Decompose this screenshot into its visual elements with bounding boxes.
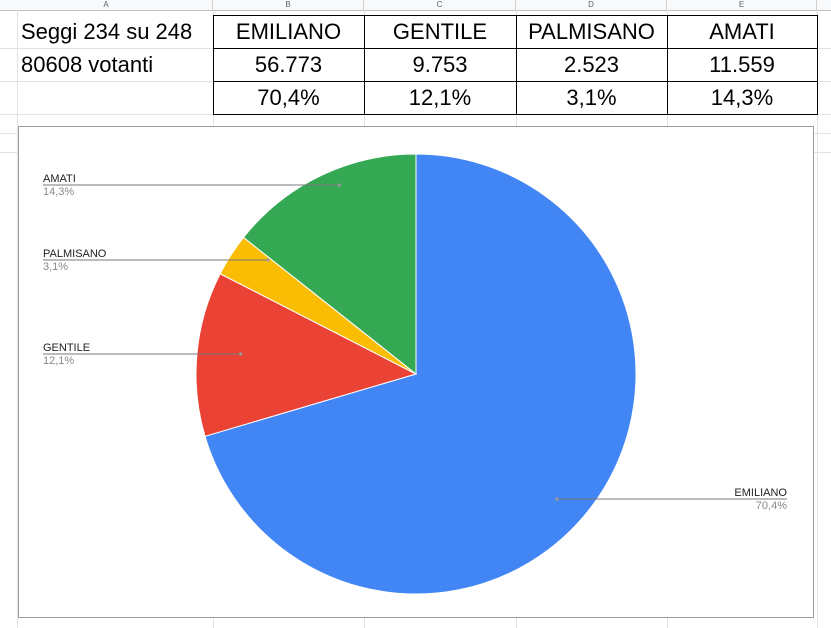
cell-c3[interactable]: 12,1%	[408, 85, 472, 110]
cell-d3[interactable]: 3,1%	[566, 85, 617, 110]
cell-e2[interactable]: 11.559	[709, 52, 775, 77]
column-header-a[interactable]: A	[0, 0, 213, 10]
column-header-b[interactable]: B	[213, 0, 364, 10]
cell-d1[interactable]: PALMISANO	[528, 19, 655, 44]
cell-e1[interactable]: AMATI	[709, 19, 775, 44]
cell-b3[interactable]: 70,4%	[257, 85, 320, 110]
cell-d2[interactable]: 2.523	[563, 52, 620, 77]
slice-label-emiliano: EMILIANO	[734, 487, 787, 499]
table-border	[213, 81, 818, 82]
leader-dot-palmisano	[266, 258, 270, 262]
cell-a1[interactable]: Seggi 234 su 248	[21, 19, 193, 44]
slice-percent-emiliano: 70,4%	[756, 500, 787, 512]
slice-percent-amati: 14,3%	[43, 186, 74, 198]
leader-dot-emiliano	[555, 497, 559, 501]
pie-slice-emiliano[interactable]	[204, 153, 637, 595]
slice-percent-gentile: 12,1%	[43, 355, 74, 367]
column-header-e[interactable]: E	[667, 0, 817, 10]
table-border	[213, 48, 818, 49]
slice-percent-palmisano: 3,1%	[43, 261, 68, 273]
table-border	[516, 15, 517, 115]
gridline	[817, 10, 818, 628]
column-header-c[interactable]: C	[364, 0, 516, 10]
cell-b2[interactable]: 56.773	[254, 52, 323, 77]
cell-a2[interactable]: 80608 votanti	[21, 52, 154, 77]
column-header-d[interactable]: D	[516, 0, 667, 10]
table-border	[817, 15, 818, 115]
table-border	[213, 114, 818, 115]
cell-b1[interactable]: EMILIANO	[235, 19, 342, 44]
slice-label-gentile: GENTILE	[43, 342, 90, 354]
pie-slice-amati[interactable]	[242, 153, 417, 376]
table-border	[364, 15, 365, 115]
slice-label-amati: AMATI	[43, 173, 76, 185]
table-border	[213, 15, 818, 16]
pie-chart-container[interactable]: EMILIANO 70,4% GENTILE 12,1% PALMISANO 3,1% AM…	[18, 126, 814, 618]
cell-c2[interactable]: 9.753	[412, 52, 468, 77]
leader-dot-amati	[337, 183, 341, 187]
slice-label-palmisano: PALMISANO	[43, 248, 107, 260]
cell-c1[interactable]: GENTILE	[392, 19, 488, 44]
column-header-bar: A B C D E	[0, 0, 831, 11]
cell-e3[interactable]: 14,3%	[710, 85, 774, 110]
table-border	[667, 15, 668, 115]
table-border	[213, 15, 214, 115]
leader-dot-gentile	[239, 352, 243, 356]
gridline	[17, 10, 18, 628]
